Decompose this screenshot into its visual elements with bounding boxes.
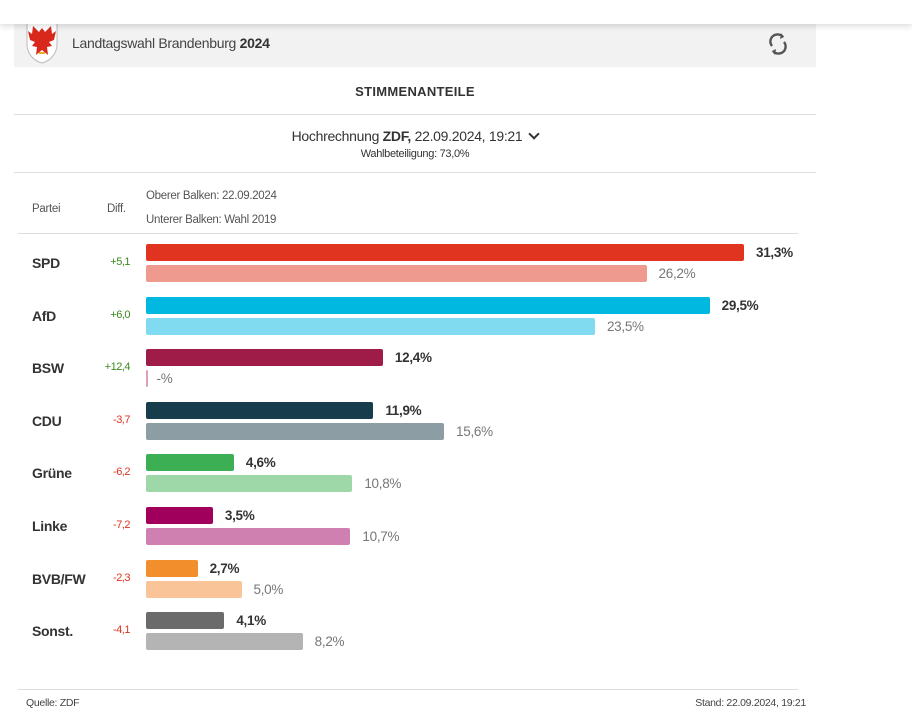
section-title: STIMMENANTEILE xyxy=(355,84,475,99)
party-row: AfD +6,0 29,5% 23,5% xyxy=(14,296,816,339)
legend-lower: Unterer Balken: Wahl 2019 xyxy=(146,214,277,226)
value-label-2019: 26,2% xyxy=(658,266,696,281)
party-name: Linke xyxy=(32,518,68,534)
value-label-2024: 29,5% xyxy=(721,297,759,313)
value-label-2019: 15,6% xyxy=(456,423,493,439)
diff-value: -3,7 xyxy=(113,413,130,426)
value-label-2024: 3,5% xyxy=(224,508,255,523)
bar-2024 xyxy=(146,507,213,524)
chevron-down-icon xyxy=(528,128,541,140)
bar-2024 xyxy=(146,559,198,577)
value-label-2019: 8,2% xyxy=(314,634,345,650)
party-name: BVB/FW xyxy=(32,570,86,587)
value-label-2024: 2,7% xyxy=(209,560,240,576)
party-name: SPD xyxy=(32,255,60,271)
party-row: BVB/FW -2,3 2,7% 5,0% xyxy=(14,559,816,602)
bar-2024 xyxy=(146,454,234,472)
party-row: BSW +12,4 12,4% -% xyxy=(14,349,816,391)
party-name: BSW xyxy=(32,360,64,377)
turnout: Wahlbeteiligung: 73,0% xyxy=(360,148,470,160)
header-title: Landtagswahl Brandenburg 2024 xyxy=(72,35,270,51)
timestamp-label: Stand: 22.09.2024, 19:21 xyxy=(695,697,806,709)
bar-2024 xyxy=(146,244,744,261)
divider xyxy=(18,689,798,690)
bar-2019 xyxy=(146,633,303,651)
divider xyxy=(18,233,798,234)
value-label-2024: 31,3% xyxy=(756,245,793,260)
value-label-2024: 12,4% xyxy=(394,350,432,366)
bar-2019 xyxy=(146,317,595,335)
value-label-2019: 10,8% xyxy=(364,476,402,492)
bar-2019 xyxy=(146,422,445,440)
bar-2024 xyxy=(146,296,710,314)
diff-value: -7,2 xyxy=(113,519,130,531)
legend-upper: Oberer Balken: 22.09.2024 xyxy=(146,190,277,202)
diff-value: -4,1 xyxy=(113,624,130,637)
party-row: Grüne -6,2 4,6% 10,8% xyxy=(14,454,816,496)
party-row: CDU -3,7 11,9% 15,6% xyxy=(14,401,816,444)
column-party: Partei xyxy=(32,203,61,215)
widget-header: Landtagswahl Brandenburg 2024 xyxy=(14,21,816,67)
value-label-2019: 5,0% xyxy=(253,581,284,597)
party-row: SPD +5,1 31,3% 26,2% xyxy=(14,244,816,286)
diff-value: -2,3 xyxy=(113,571,130,584)
bar-2024 xyxy=(146,349,383,367)
value-label-2024: 4,6% xyxy=(245,455,276,471)
value-label-2019: -% xyxy=(156,371,173,387)
value-label-2019: 23,5% xyxy=(606,318,644,334)
value-label-2019: 10,7% xyxy=(362,529,400,544)
party-name: CDU xyxy=(32,412,62,429)
refresh-icon[interactable] xyxy=(766,30,790,58)
divider xyxy=(14,172,816,173)
bar-2024 xyxy=(146,401,374,419)
diff-value: +12,4 xyxy=(104,361,131,374)
party-name: Grüne xyxy=(32,465,72,482)
bar-2019 xyxy=(146,475,353,493)
party-row: Linke -7,2 3,5% 10,7% xyxy=(14,507,816,549)
divider xyxy=(14,114,816,115)
value-label-2024: 4,1% xyxy=(236,613,266,629)
projection-selector[interactable]: Hochrechnung ZDF, 22.09.2024, 19:21 xyxy=(14,128,816,144)
diff-value: +5,1 xyxy=(110,256,130,268)
diff-value: -6,2 xyxy=(113,466,130,479)
value-label-2024: 11,9% xyxy=(385,402,422,418)
bar-2024 xyxy=(146,612,225,630)
bar-2019 xyxy=(146,528,351,545)
party-name: AfD xyxy=(32,307,56,324)
bar-2019 xyxy=(146,370,148,388)
source-label: Quelle: ZDF xyxy=(26,697,80,709)
column-diff: Diff. xyxy=(107,203,126,215)
party-row: Sonst. -4,1 4,1% 8,2% xyxy=(14,612,816,654)
bar-2019 xyxy=(146,580,242,598)
election-widget: Landtagswahl Brandenburg 2024 STIMMENANT… xyxy=(14,0,816,719)
bar-2019 xyxy=(146,265,647,282)
brandenburg-eagle-crest-icon xyxy=(26,21,58,64)
diff-value: +6,0 xyxy=(110,308,130,321)
party-name: Sonst. xyxy=(32,623,73,640)
top-bar xyxy=(0,0,912,24)
